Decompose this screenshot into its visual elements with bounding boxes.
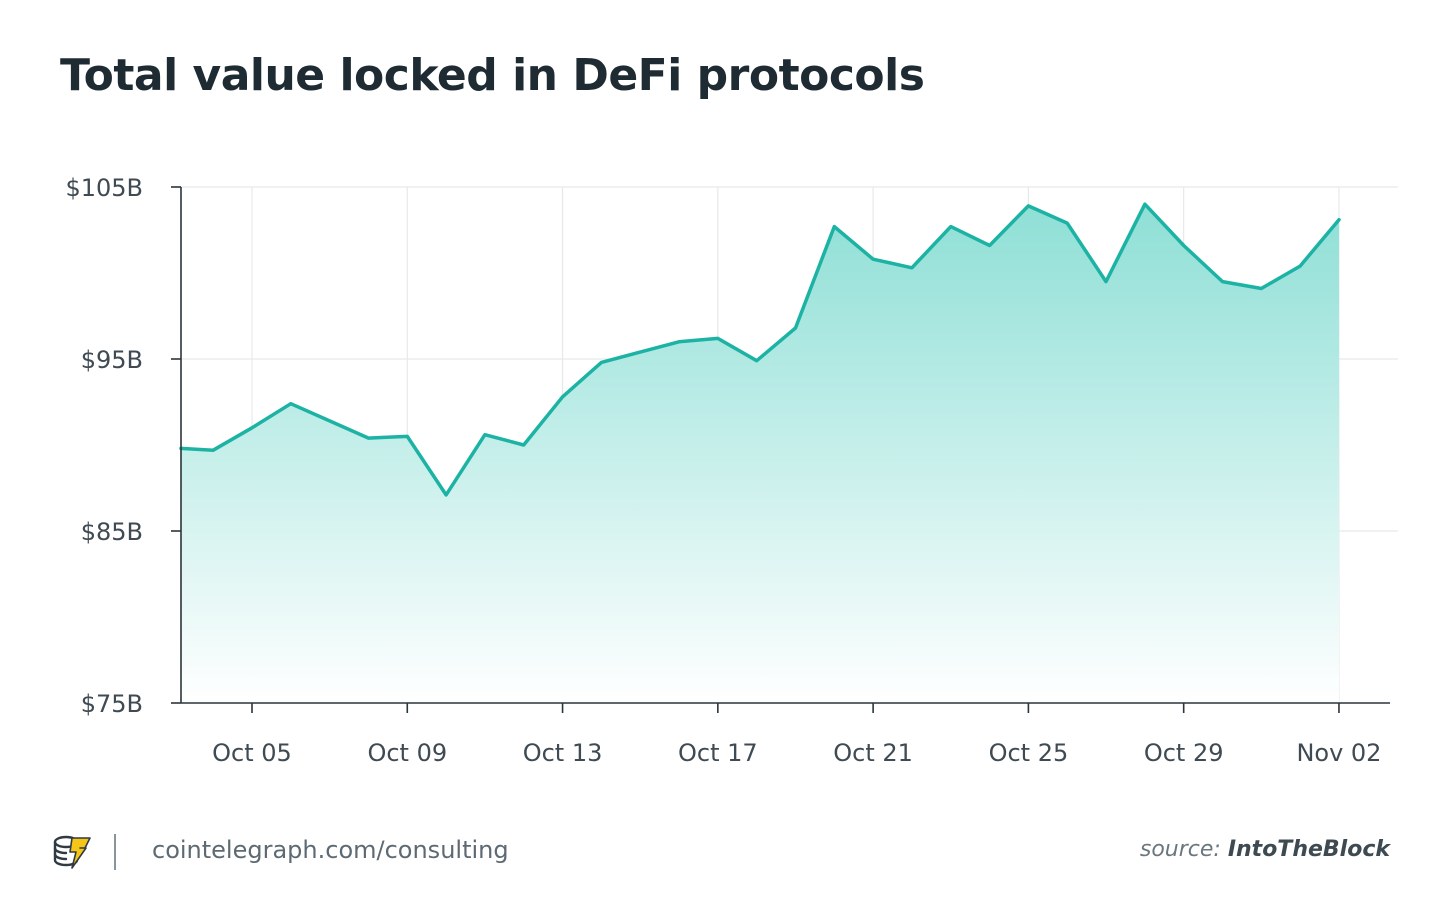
x-tick-label: Oct 29	[1144, 739, 1224, 767]
data-point	[522, 443, 526, 447]
x-tick-label: Nov 02	[1296, 739, 1381, 767]
data-point	[1298, 264, 1302, 268]
x-tick-label: Oct 09	[367, 739, 447, 767]
data-point	[211, 448, 215, 452]
y-tick-label: $75B	[81, 690, 143, 718]
data-point	[1221, 280, 1225, 284]
data-point	[1337, 218, 1341, 222]
data-point	[367, 436, 371, 440]
data-point	[1182, 244, 1186, 248]
data-point	[483, 433, 487, 437]
data-point	[832, 225, 836, 229]
y-tick-label: $105B	[65, 174, 143, 202]
data-point	[755, 359, 759, 363]
cointelegraph-coin-icon	[52, 832, 96, 872]
data-point	[599, 360, 603, 364]
axes	[180, 187, 1390, 704]
data-point	[561, 395, 565, 399]
tvl-series-line	[179, 202, 1341, 497]
source-name: IntoTheBlock	[1227, 837, 1390, 862]
x-tick-label: Oct 17	[678, 739, 758, 767]
tvl-area-chart: $75B$85B$95B$105B Oct 05 Oct 09 Oct 13 Oct …	[65, 174, 1398, 767]
data-point	[328, 419, 332, 423]
x-tick-label: Oct 21	[833, 739, 913, 767]
data-point	[677, 340, 681, 344]
data-point	[1065, 221, 1069, 225]
data-point	[179, 446, 183, 450]
x-tick-label: Oct 05	[212, 739, 292, 767]
chart-title: Total value locked in DeFi protocols	[60, 50, 925, 101]
x-axis-ticks: Oct 05 Oct 09 Oct 13 Oct 17 Oct 21 Oct 25 Oct …	[212, 703, 1381, 767]
footer-source: source: IntoTheBlock	[1140, 837, 1390, 862]
data-point	[405, 434, 409, 438]
y-tick-label: $95B	[81, 346, 143, 374]
data-point	[949, 225, 953, 229]
data-point	[250, 426, 254, 430]
data-point	[716, 336, 720, 340]
data-point	[444, 493, 448, 497]
x-tick-label: Oct 25	[989, 739, 1069, 767]
source-prefix: source:	[1139, 837, 1221, 862]
data-point	[289, 402, 293, 406]
x-tick-label: Oct 13	[523, 739, 603, 767]
data-point	[871, 257, 875, 261]
data-point	[1026, 204, 1030, 208]
footer: cointelegraph.com/consulting source: Int…	[0, 822, 1450, 882]
data-point	[910, 266, 914, 270]
footer-divider	[114, 834, 116, 870]
data-point	[1104, 280, 1108, 284]
y-axis-ticks: $75B $85B $95B $105B	[65, 174, 181, 718]
y-tick-label: $85B	[81, 518, 143, 546]
tvl-area-fill	[181, 204, 1339, 703]
data-point	[1143, 202, 1147, 206]
data-point	[794, 326, 798, 330]
footer-site-link[interactable]: cointelegraph.com/consulting	[152, 836, 509, 864]
data-point	[638, 350, 642, 354]
data-point	[988, 244, 992, 248]
data-point	[1259, 287, 1263, 291]
